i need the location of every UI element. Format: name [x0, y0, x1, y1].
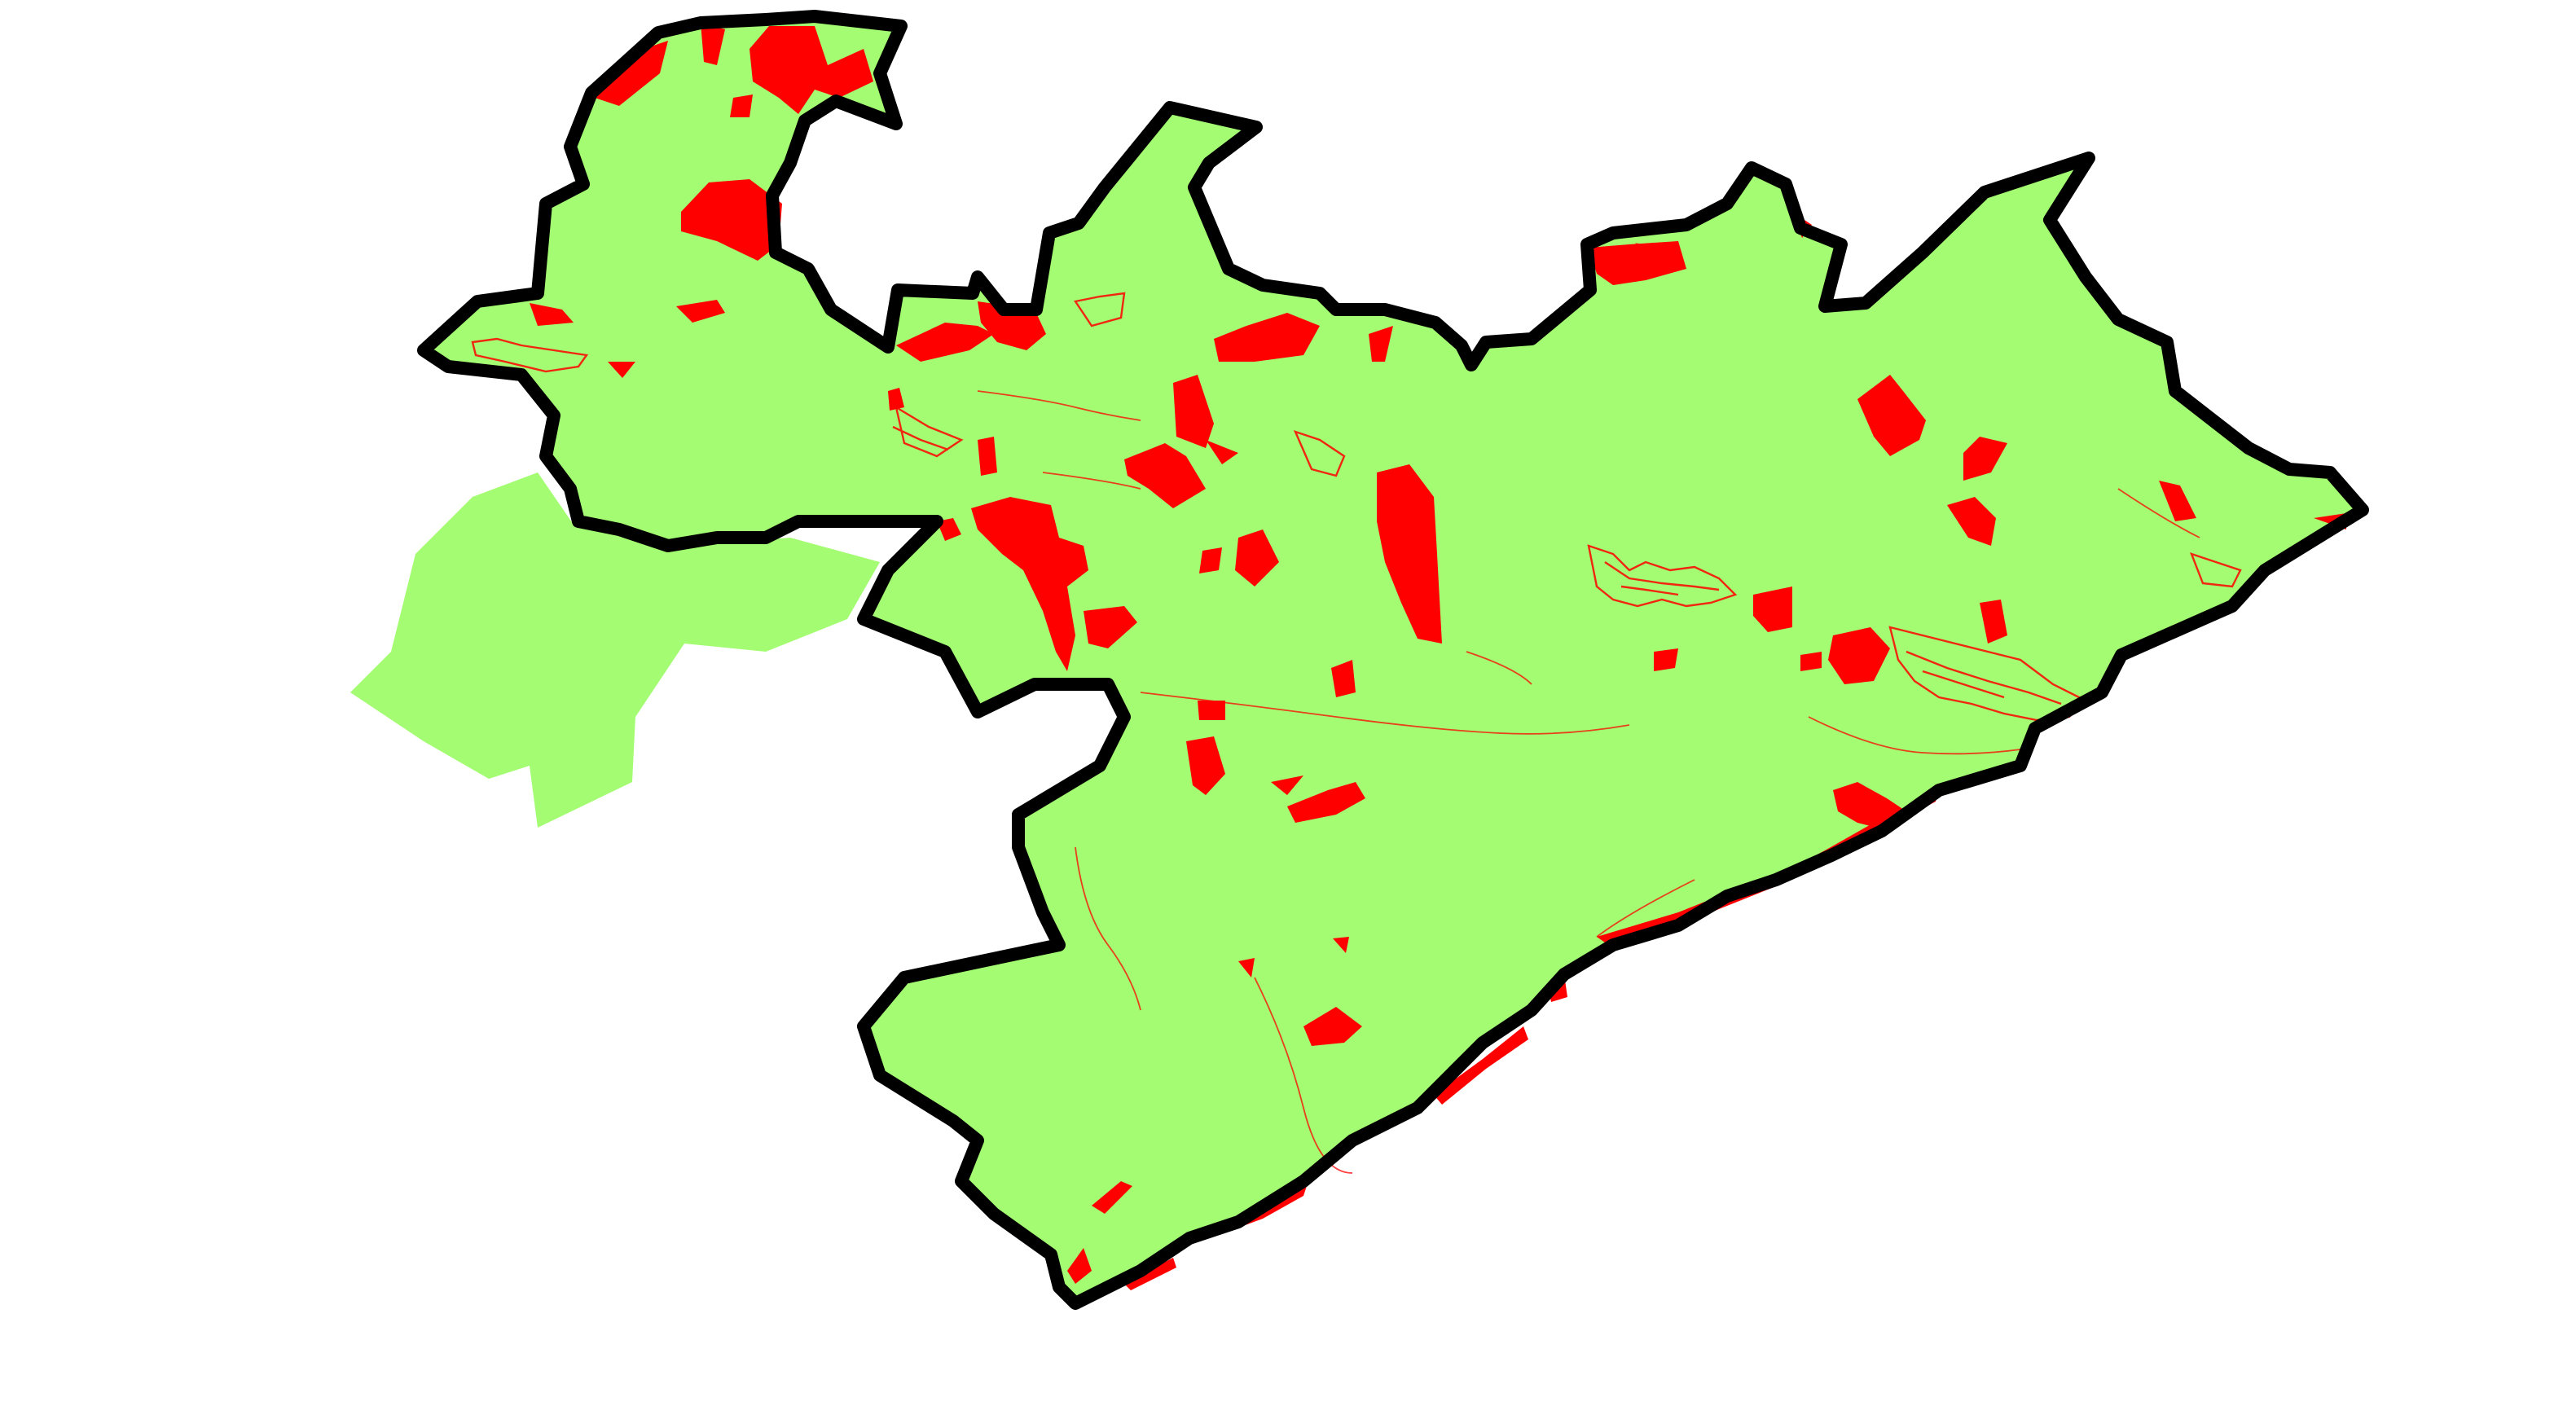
river-line — [1808, 716, 2021, 755]
river-line — [1075, 846, 1141, 1011]
river-line — [1596, 879, 1695, 938]
red-patch — [681, 179, 782, 261]
red-patch — [1124, 1258, 1176, 1290]
red-patch — [1333, 937, 1349, 953]
red-patch — [1173, 375, 1214, 448]
red-patch — [1597, 790, 1939, 948]
river-line — [2117, 488, 2200, 538]
west-lobe-land — [350, 472, 880, 828]
red-patch — [1369, 326, 1393, 362]
red-patches — [530, 23, 2346, 1290]
urban-area — [1017, 522, 1077, 572]
red-patch — [1214, 313, 1320, 362]
red-patch — [2159, 481, 2196, 521]
region-boundary — [417, 10, 2369, 1310]
red-patch — [1238, 958, 1255, 978]
red-patch — [1434, 1026, 1528, 1105]
river-line — [1140, 692, 1630, 735]
urban-area — [1074, 292, 1126, 327]
red-patch — [530, 303, 574, 326]
red-patch — [1124, 443, 1206, 508]
red-patch — [1206, 440, 1238, 464]
red-patch — [701, 23, 725, 65]
red-patch — [1800, 652, 1822, 671]
red-patch — [1067, 1248, 1092, 1284]
red-patch — [608, 362, 635, 378]
red-patch — [676, 300, 725, 323]
red-patch — [595, 41, 668, 106]
urban-area — [892, 405, 964, 458]
red-patch — [1186, 736, 1225, 795]
red-patch — [1271, 776, 1303, 795]
red-patch — [1377, 464, 1442, 644]
urban-areas — [471, 243, 2242, 722]
river-line — [977, 390, 1141, 421]
red-patch — [1199, 547, 1222, 573]
red-patch — [730, 94, 753, 117]
urban-area — [1635, 243, 1681, 266]
red-patch — [1092, 1181, 1132, 1214]
urban-area — [471, 337, 589, 373]
red-patch — [1589, 241, 1686, 285]
red-patch — [888, 388, 904, 411]
red-patch — [1963, 437, 2007, 481]
red-patch — [1654, 648, 1678, 671]
red-patch — [971, 497, 1088, 671]
red-patch — [1331, 660, 1356, 697]
red-patch — [1753, 587, 1792, 632]
red-patch — [978, 437, 997, 476]
red-patch — [1198, 701, 1225, 720]
red-patch — [1828, 627, 1890, 684]
red-patch — [937, 518, 961, 541]
river-line — [1466, 651, 1532, 685]
red-patch — [1980, 600, 2007, 644]
red-patch — [1857, 375, 1926, 456]
river-line — [1042, 472, 1141, 490]
red-patch — [1235, 529, 1279, 587]
red-patch — [1084, 606, 1137, 648]
urban-area — [1293, 430, 1346, 477]
red-patch — [750, 26, 873, 114]
urban-area — [2189, 552, 2242, 588]
red-patch — [1947, 497, 1996, 546]
red-patch — [896, 323, 994, 362]
red-patch — [1287, 782, 1365, 823]
urban-area — [1587, 544, 1738, 608]
river-lines — [977, 390, 2200, 1174]
red-patch — [1303, 1007, 1362, 1046]
